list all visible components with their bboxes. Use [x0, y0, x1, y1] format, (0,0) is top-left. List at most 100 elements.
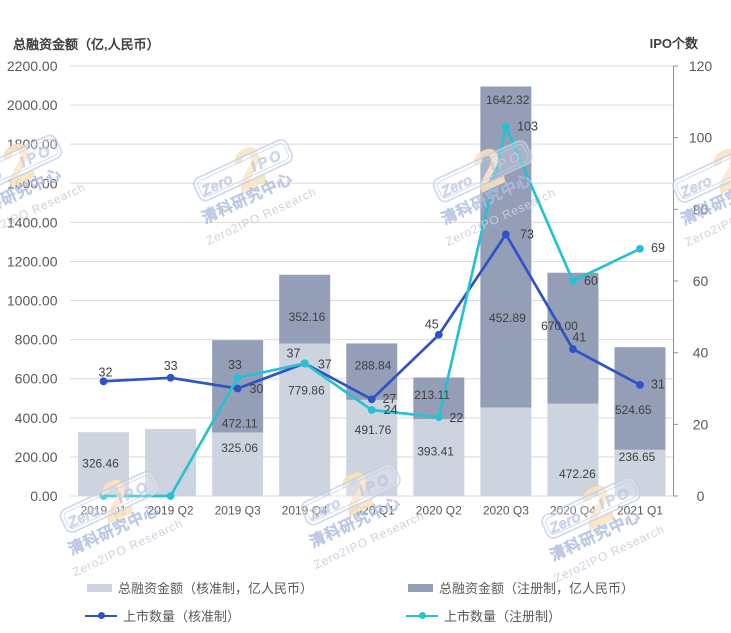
bar-label: 352.16 — [289, 310, 326, 324]
bar-segment-registration[interactable] — [480, 86, 532, 408]
left-axis-tick-label: 1400.00 — [7, 214, 58, 230]
right-axis-tick-label: 40 — [693, 345, 709, 361]
bar-label: 524.65 — [615, 403, 652, 417]
bar-segment-approval[interactable] — [346, 399, 398, 496]
bars-group — [78, 86, 666, 496]
bar-label: 779.86 — [288, 383, 325, 397]
left-axis-tick-label: 0.00 — [30, 488, 57, 504]
line-dot-approval[interactable] — [636, 381, 644, 389]
line-labels-group: 32 33 30 37 27 45 73 41 31 33 37 24 22 103 60 69 — [99, 119, 665, 424]
category-labels-group: 2019 Q1 2019 Q2 2019 Q3 2019 Q4 2020 Q1 2020 … — [81, 504, 664, 518]
watermark-stamp: 2ZeroIPO清科研究中心Zero2IPO Research — [0, 130, 88, 243]
line-dot-registration[interactable] — [434, 413, 443, 422]
bar-label: 670.00 — [541, 319, 578, 333]
line-dot-approval[interactable] — [501, 230, 510, 239]
line-label: 31 — [651, 378, 665, 392]
bar-label: 213.11 — [414, 388, 450, 402]
watermark-badge-outer-border — [432, 139, 533, 203]
line-label: 33 — [164, 359, 178, 373]
line-label: 69 — [651, 241, 665, 255]
bar-segment-approval[interactable] — [547, 403, 599, 496]
watermark-badge-inner-border — [63, 474, 156, 529]
right-axis-tick-label: 100 — [689, 130, 713, 146]
bar-segment-approval[interactable] — [413, 419, 465, 496]
bar-labels-group: 326.46 325.06 779.86 491.76 393.41 452.89 472.… — [82, 93, 656, 481]
legend-item-bar-registration[interactable]: 总融资金额（注册制，亿人民币） — [408, 578, 634, 597]
legend-item-bar-approval[interactable]: 总融资金额（核准制，亿人民币） — [87, 578, 313, 597]
left-axis-tick-label: 600.00 — [15, 371, 58, 387]
line-dot-registration[interactable] — [367, 406, 376, 414]
legend-label-line-registration: 上市数量（注册制） — [444, 609, 562, 624]
line-dot-approval[interactable] — [99, 377, 108, 386]
line-label: 32 — [99, 366, 113, 380]
watermark-badge-zero: Zero — [0, 166, 5, 196]
line-dot-registration[interactable] — [233, 373, 242, 382]
lines-group — [99, 123, 644, 500]
watermark-badge-inner-border — [0, 138, 59, 193]
bar-segment-registration[interactable] — [547, 272, 599, 404]
legend-marker-line-approval — [85, 612, 117, 620]
legend-label-bar-approval: 总融资金额（核准制，亿人民币） — [118, 581, 314, 596]
line-label: 30 — [249, 382, 263, 396]
watermark-badge-outer-border — [672, 140, 731, 203]
line-dot-approval[interactable] — [233, 384, 242, 393]
right-axis-tick-label: 120 — [689, 58, 713, 74]
legend-item-line-approval[interactable]: 上市数量（核准制） — [85, 606, 240, 625]
bar-label: 326.46 — [82, 456, 119, 470]
axis-labels-group: 0.00 200.00 400.00 600.00 800.00 1000.00 1200.… — [7, 58, 713, 504]
line-dot-registration[interactable] — [569, 277, 577, 285]
line-label: 24 — [384, 403, 398, 417]
category-label: 2021 Q1 — [617, 504, 663, 518]
line-label: 103 — [517, 119, 538, 133]
bar-label: 452.89 — [489, 311, 526, 325]
watermark-stamp: 2ZeroIPO清科研究中心Zero2IPO Research — [193, 135, 319, 248]
left-axis-title: 总融资金额（亿,人民币） — [13, 37, 160, 52]
right-axis-title: IPO个数 — [649, 36, 698, 51]
legend-label-line-approval: 上市数量（核准制） — [123, 609, 241, 624]
left-axis-tick-label: 2000.00 — [7, 97, 58, 113]
bar-segment-registration[interactable] — [614, 347, 666, 450]
watermark-badge-inner-border — [304, 467, 397, 522]
line-dot-registration[interactable] — [300, 359, 309, 368]
left-axis-tick-label: 1200.00 — [7, 253, 58, 269]
right-axis-tick-label: 60 — [693, 273, 709, 289]
right-axis-tick-label: 20 — [693, 416, 709, 432]
category-label: 2020 Q3 — [483, 504, 529, 518]
legend-swatch-bar-registration — [408, 583, 433, 592]
bar-segment-approval[interactable] — [480, 407, 532, 496]
watermark-badge-inner-border — [197, 143, 290, 198]
bar-label: 288.84 — [355, 359, 392, 373]
right-axis-tick-label: 0 — [697, 488, 705, 504]
line-label: 45 — [425, 318, 439, 332]
bar-segment-registration[interactable] — [279, 274, 331, 344]
line-dot-approval[interactable] — [569, 345, 577, 353]
legend-marker-line-registration — [406, 612, 438, 620]
bar-label: 472.11 — [222, 416, 258, 430]
bar-segment-approval[interactable] — [212, 432, 264, 496]
legend-label-bar-registration: 总融资金额（注册制，亿人民币） — [439, 581, 635, 596]
line-label: 33 — [228, 358, 242, 372]
line-dot-registration[interactable] — [166, 492, 175, 500]
line-dot-registration[interactable] — [636, 244, 644, 253]
line-label: 41 — [572, 331, 586, 345]
line-dot-approval[interactable] — [367, 395, 376, 404]
line-label: 37 — [318, 358, 332, 372]
watermark-badge-outer-border — [193, 138, 294, 202]
category-label: 2019 Q1 — [81, 504, 127, 518]
category-label: 2019 Q2 — [148, 504, 194, 518]
bar-segment-approval[interactable] — [78, 432, 130, 496]
bar-label: 236.65 — [619, 450, 656, 464]
bar-segment-approval[interactable] — [145, 428, 197, 496]
line-dot-approval[interactable] — [434, 330, 443, 339]
line-dot-approval[interactable] — [166, 373, 175, 382]
line-dot-registration[interactable] — [501, 123, 510, 131]
left-axis-tick-label: 1600.00 — [7, 175, 58, 191]
bar-label: 1642.32 — [486, 93, 530, 107]
left-axis-tick-label: 2200.00 — [7, 58, 58, 74]
watermark-badge-outer-border — [59, 470, 160, 533]
bar-segment-approval[interactable] — [614, 449, 666, 496]
legend-item-line-registration[interactable]: 上市数量（注册制） — [406, 606, 561, 625]
watermark-badge-outer-border — [300, 462, 401, 526]
line-label: 60 — [584, 274, 598, 288]
